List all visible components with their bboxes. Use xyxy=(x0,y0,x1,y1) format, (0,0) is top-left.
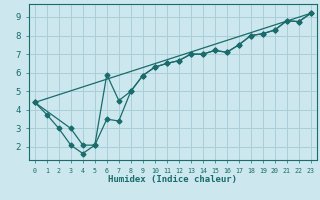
X-axis label: Humidex (Indice chaleur): Humidex (Indice chaleur) xyxy=(108,175,237,184)
